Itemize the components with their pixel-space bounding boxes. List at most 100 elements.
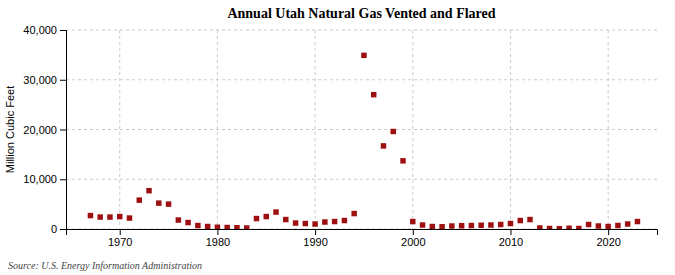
point (625, 221, 630, 226)
x-tick: 1990 (303, 229, 327, 248)
x-tick-label: 2010 (499, 236, 523, 248)
point (566, 226, 571, 229)
x-tick: 2000 (401, 229, 425, 248)
y-tick-label: 10,000 (23, 173, 57, 185)
y-tick-label: 0 (51, 223, 57, 235)
y-tick-mark (60, 130, 66, 131)
point (176, 217, 181, 222)
y-grid-line (66, 30, 657, 31)
x-tick-label: 2020 (596, 236, 620, 248)
point (312, 221, 317, 226)
point (293, 220, 298, 225)
point (283, 217, 288, 222)
point (596, 223, 601, 228)
grid (66, 30, 657, 229)
point (332, 219, 337, 224)
y-tick: 40,000 (23, 24, 66, 36)
point (430, 224, 435, 229)
x-tick-mark (413, 229, 414, 235)
x-tick-label: 2000 (401, 236, 425, 248)
y-tick-mark (60, 229, 66, 230)
x-tick-mark (608, 229, 609, 235)
point (166, 201, 171, 206)
point (508, 221, 513, 226)
point (322, 219, 327, 224)
point (156, 200, 161, 205)
point (615, 223, 620, 228)
point (488, 222, 493, 227)
x-axis-line (67, 230, 658, 236)
y-tick-label: 20,000 (23, 124, 57, 136)
x-tick-mark (315, 229, 316, 235)
point (547, 226, 552, 229)
point (635, 219, 640, 224)
point (117, 214, 122, 219)
point (137, 197, 142, 202)
point (527, 217, 532, 222)
x-tick: 2010 (499, 229, 523, 248)
x-tick: 1980 (206, 229, 230, 248)
points (88, 53, 641, 229)
x-tick-mark (510, 229, 511, 235)
point (439, 224, 444, 229)
point (195, 223, 200, 228)
y-tick-mark (60, 179, 66, 180)
point (342, 218, 347, 223)
point (420, 222, 425, 227)
y-grid-line (66, 79, 657, 80)
x-tick-label: 1980 (206, 236, 230, 248)
y-tick: 20,000 (23, 124, 66, 136)
point (244, 225, 249, 229)
y-tick-label: 30,000 (23, 74, 57, 86)
point (303, 221, 308, 226)
point (264, 214, 269, 219)
point (97, 214, 102, 219)
annotation: Source: U.S. Energy Information Administ… (8, 260, 202, 271)
y-tick: 30,000 (23, 74, 66, 86)
y-grid-line (66, 129, 657, 130)
point (205, 224, 210, 229)
point (371, 92, 376, 97)
x-tick: 1970 (108, 229, 132, 248)
point (234, 225, 239, 229)
point (254, 216, 259, 221)
point (381, 143, 386, 148)
point (224, 225, 229, 229)
point (605, 224, 610, 229)
point (518, 218, 523, 223)
point (107, 214, 112, 219)
x-grid-line (412, 30, 413, 229)
point (459, 223, 464, 228)
point (498, 222, 503, 227)
y-tick-label: 40,000 (23, 24, 57, 36)
x-axis: 1970 1980 1990 2000 2010 2020 (67, 229, 658, 248)
point (146, 188, 151, 193)
point (410, 219, 415, 224)
title: Annual Utah Natural Gas Vented and Flare… (227, 6, 495, 21)
plot-area: 1970 1980 1990 2000 2010 2020 0 10,000 20,000 30,… (23, 24, 657, 248)
point (400, 158, 405, 163)
point (185, 220, 190, 225)
point (215, 225, 220, 229)
point (576, 226, 581, 229)
point (273, 209, 278, 214)
point (557, 226, 562, 229)
y-axis-line (60, 31, 67, 230)
x-tick-mark (120, 229, 121, 235)
chart: 1970 1980 1990 2000 2010 2020 0 10,000 20,000 30,… (0, 0, 675, 275)
point (469, 223, 474, 228)
y-tick-mark (60, 30, 66, 31)
point (351, 211, 356, 216)
point (586, 222, 591, 227)
point (88, 213, 93, 218)
x-tick-label: 1970 (108, 236, 132, 248)
x-tick-mark (217, 229, 218, 235)
point (361, 53, 366, 58)
x-tick-label: 1990 (303, 236, 327, 248)
point (449, 223, 454, 228)
y-tick-mark (60, 80, 66, 81)
y-axis: 0 10,000 20,000 30,000 40,000 (23, 24, 66, 235)
y-tick: 0 (51, 223, 66, 235)
point (391, 129, 396, 134)
point (127, 215, 132, 220)
